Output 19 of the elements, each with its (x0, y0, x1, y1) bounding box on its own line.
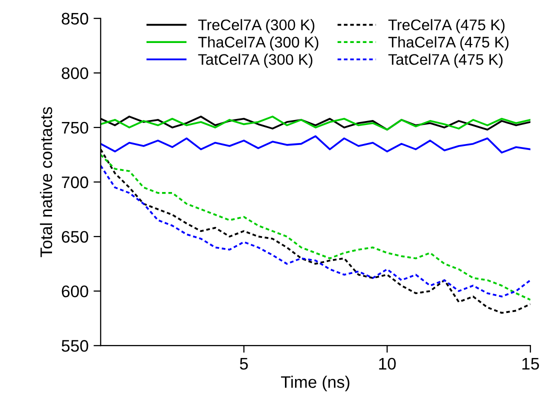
legend-label: TatCel7A (300 K) (198, 54, 312, 68)
y-tick-label: 700 (62, 176, 88, 188)
legend-label: ThaCel7A (300 K) (198, 36, 318, 51)
y-tick-label: 550 (62, 340, 88, 352)
x-tick-label: 10 (379, 358, 396, 370)
y-tick-label: 800 (62, 67, 88, 80)
x-axis-title: Time (ns) (281, 376, 350, 392)
x-tick-label: 15 (522, 358, 539, 370)
legend-label: TreCel7A (475 K) (388, 19, 505, 34)
y-tick-label: 850 (62, 12, 88, 25)
y-tick-label: 750 (62, 122, 88, 134)
legend-label: TreCel7A (300 K) (198, 19, 314, 34)
y-axis-title: Total native contacts (40, 107, 52, 258)
line-series (100, 135, 530, 154)
x-tick-label: 5 (240, 358, 248, 370)
y-tick-label: 600 (62, 285, 88, 298)
legend-label: ThaCel7A (475 K) (388, 36, 508, 51)
y-tick-label: 650 (62, 230, 88, 243)
legend-label: TatCel7A (475 K) (388, 54, 503, 68)
